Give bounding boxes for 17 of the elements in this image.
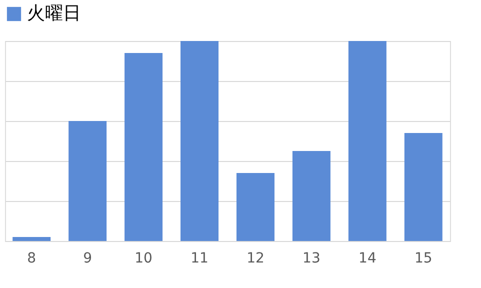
- bar: [236, 173, 274, 241]
- bar: [348, 41, 386, 241]
- legend-label: 火曜日: [27, 3, 81, 24]
- bar: [404, 133, 442, 241]
- x-tick-label: 12: [246, 250, 264, 266]
- x-tick-label: 10: [134, 250, 152, 266]
- x-tick-label: 14: [358, 250, 376, 266]
- bar: [180, 41, 219, 241]
- bar: [292, 151, 330, 241]
- bar: [12, 237, 51, 241]
- x-tick-label: 11: [190, 250, 208, 266]
- bar: [68, 121, 107, 241]
- x-tick-label: 8: [27, 250, 36, 266]
- bar: [124, 53, 163, 241]
- x-tick-label: 15: [414, 250, 432, 266]
- x-tick-label: 13: [302, 250, 320, 266]
- x-tick-label: 9: [83, 250, 92, 266]
